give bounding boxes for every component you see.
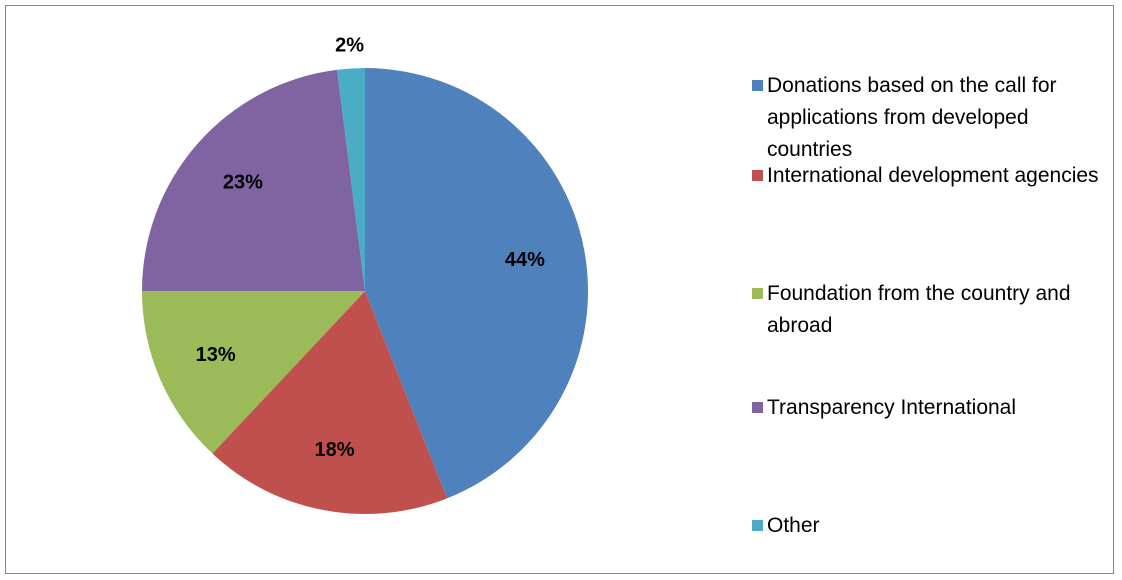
legend-swatch xyxy=(752,170,763,181)
legend-swatch xyxy=(752,520,763,531)
legend-item: Donations based on the call for applicat… xyxy=(752,70,1102,166)
legend-item: International development agencies xyxy=(752,160,1102,192)
legend-label: International development agencies xyxy=(767,164,1099,187)
pie-slice xyxy=(142,291,365,454)
data-label: 13% xyxy=(196,344,236,366)
data-label: 44% xyxy=(505,249,545,271)
legend-label: Donations based on the call for applicat… xyxy=(767,74,1057,161)
legend-swatch xyxy=(752,288,763,299)
pie-slice xyxy=(365,68,589,499)
legend-swatch xyxy=(752,80,763,91)
legend-swatch xyxy=(752,402,763,413)
data-label: 18% xyxy=(314,439,354,461)
data-label: 2% xyxy=(335,34,364,56)
chart-frame xyxy=(5,5,1114,574)
legend-label: Other xyxy=(767,514,820,537)
legend-item: Transparency International xyxy=(752,392,1102,424)
legend-label: Foundation from the country and abroad xyxy=(767,282,1071,337)
legend-label: Transparency International xyxy=(767,396,1017,419)
pie-slice xyxy=(142,69,365,291)
data-label: 23% xyxy=(223,172,263,194)
legend-item: Foundation from the country and abroad xyxy=(752,278,1102,342)
legend-item: Other xyxy=(752,510,1102,542)
pie-slice xyxy=(337,68,365,291)
pie-slice xyxy=(212,291,448,514)
